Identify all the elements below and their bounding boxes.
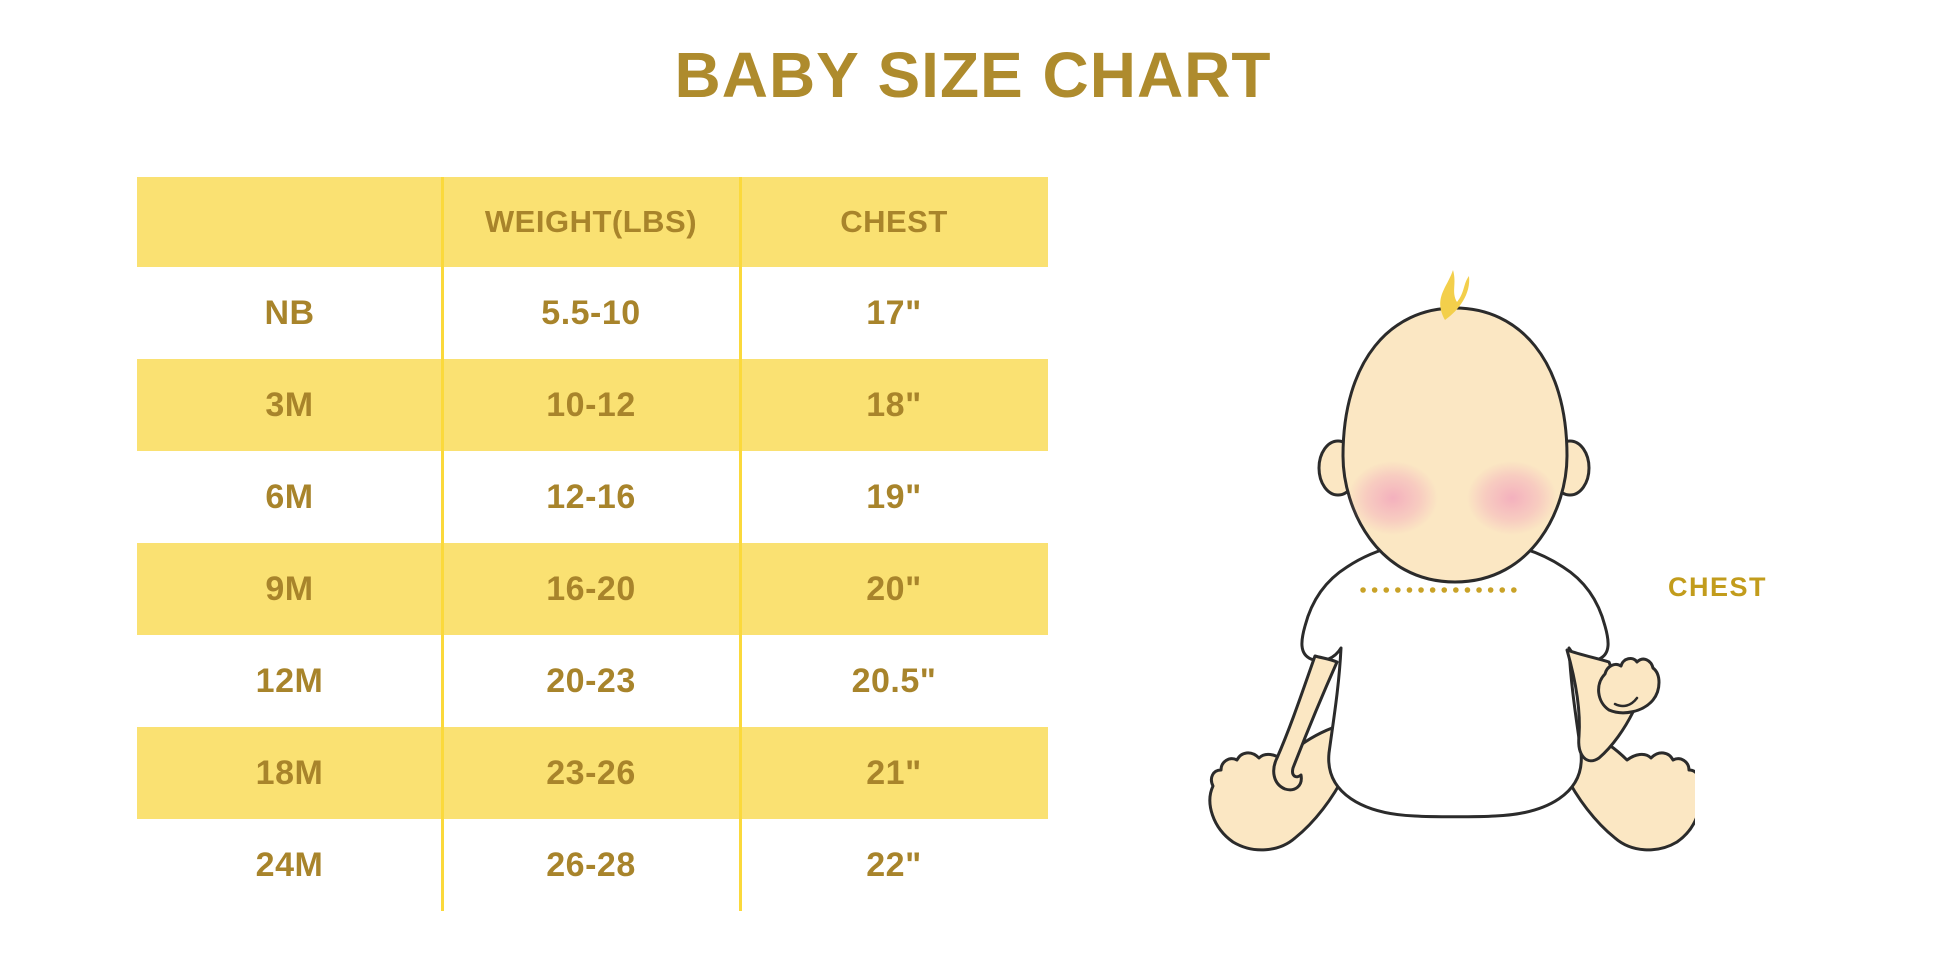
table-row: 24M 26-28 22" xyxy=(137,819,1048,911)
weight-cell: 20-23 xyxy=(546,661,636,700)
baby-right-arm xyxy=(1565,648,1635,763)
baby-fist xyxy=(1597,657,1661,715)
page-title: BABY SIZE CHART xyxy=(674,39,1272,111)
table-row: 3M 10-12 18" xyxy=(137,359,1048,451)
weight-cell: 23-26 xyxy=(546,753,636,792)
size-cell: 9M xyxy=(265,569,314,608)
table-row: 9M 16-20 20" xyxy=(137,543,1048,635)
size-cell: 12M xyxy=(255,661,324,700)
chest-cell: 17" xyxy=(866,293,922,332)
size-cell: 6M xyxy=(265,477,314,516)
baby-head xyxy=(1341,306,1569,584)
header-size-cell xyxy=(137,177,442,267)
table-row: 18M 23-26 21" xyxy=(137,727,1048,819)
size-cell: NB xyxy=(264,293,315,332)
chest-label: CHEST xyxy=(1668,572,1768,602)
baby-sitting-icon xyxy=(1208,270,1702,852)
table-row: 12M 20-23 20.5" xyxy=(137,635,1048,727)
chest-cell: 18" xyxy=(866,385,922,424)
weight-cell: 12-16 xyxy=(546,477,636,516)
chest-cell: 20" xyxy=(866,569,922,608)
size-cell: 18M xyxy=(255,753,324,792)
table-header-row: WEIGHT(LBS) CHEST xyxy=(137,177,1048,267)
chest-cell: 20.5" xyxy=(851,661,937,700)
column-divider xyxy=(441,177,444,911)
weight-cell: 10-12 xyxy=(546,385,636,424)
left-blush xyxy=(1348,461,1438,535)
right-blush xyxy=(1467,461,1557,535)
weight-cell: 16-20 xyxy=(546,569,636,608)
baby-illustration xyxy=(1195,258,1702,868)
header-chest-cell: CHEST xyxy=(840,204,948,239)
baby-left-arm xyxy=(1272,654,1339,792)
chest-cell: 22" xyxy=(866,845,922,884)
column-divider xyxy=(739,177,742,911)
size-table: WEIGHT(LBS) CHEST NB 5.5-10 17" 3M 10-12… xyxy=(137,177,1048,911)
hair-curl-icon xyxy=(1440,270,1470,320)
weight-cell: 26-28 xyxy=(546,845,636,884)
weight-cell: 5.5-10 xyxy=(541,293,641,332)
chest-cell: 21" xyxy=(866,753,922,792)
table-row: NB 5.5-10 17" xyxy=(137,267,1048,359)
table-row: 6M 12-16 19" xyxy=(137,451,1048,543)
chest-cell: 19" xyxy=(866,477,922,516)
size-cell: 3M xyxy=(265,385,314,424)
header-weight-cell: WEIGHT(LBS) xyxy=(484,204,698,239)
size-cell: 24M xyxy=(255,845,324,884)
